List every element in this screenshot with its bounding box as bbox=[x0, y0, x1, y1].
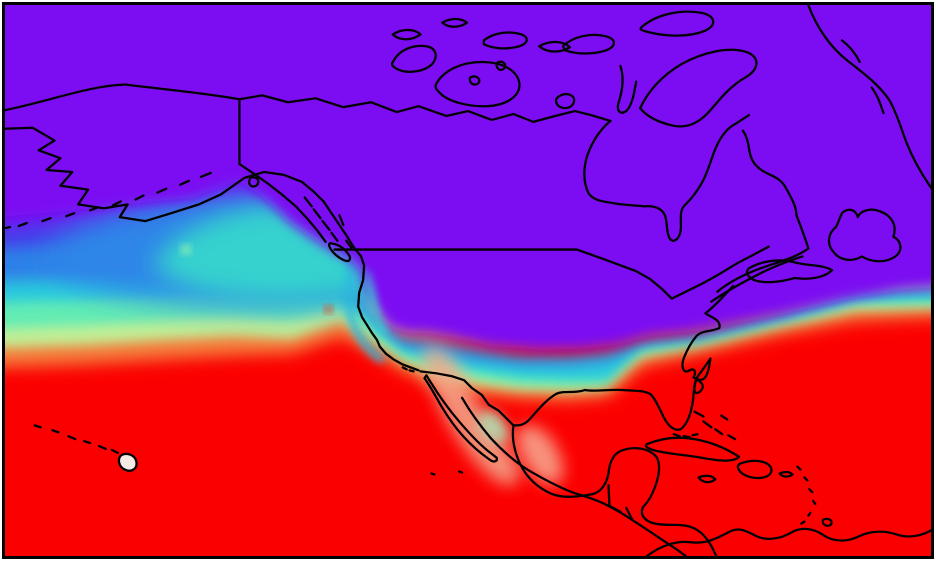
hawaii-chain bbox=[33, 424, 119, 455]
florida-keys bbox=[672, 433, 699, 439]
trinidad bbox=[821, 517, 833, 527]
mexican-highlands-green-core bbox=[477, 410, 510, 444]
greenland bbox=[807, 5, 931, 189]
southampton-island bbox=[554, 93, 576, 110]
east-coast-florida-gulf bbox=[512, 284, 735, 431]
us-canada-border bbox=[333, 245, 770, 300]
bahamas bbox=[693, 410, 737, 441]
puerto-rico bbox=[778, 471, 794, 478]
carolina-capes bbox=[692, 376, 704, 395]
alaska-canada-border bbox=[238, 98, 327, 243]
coastlines bbox=[5, 5, 931, 556]
boothia-peninsula bbox=[616, 64, 638, 114]
us-mexico-border bbox=[419, 370, 515, 427]
hudson-bay bbox=[583, 119, 739, 242]
mexico-west-coast bbox=[460, 396, 687, 556]
north-america-heatmap bbox=[5, 5, 931, 556]
hispaniola bbox=[736, 459, 773, 480]
pacific-warm-speck bbox=[181, 244, 191, 255]
kodiak-island bbox=[248, 176, 260, 188]
greenland-fjords bbox=[840, 39, 885, 115]
parry-islands bbox=[391, 17, 528, 50]
small-arctic-islands bbox=[468, 40, 572, 86]
channel-islands bbox=[401, 366, 415, 373]
baffin-island bbox=[639, 48, 758, 128]
mexican-highlands-salmon bbox=[422, 347, 520, 486]
central-america-borders bbox=[607, 484, 634, 521]
hawaii-big-island bbox=[117, 452, 138, 472]
pacific-coast bbox=[352, 245, 420, 372]
west-coast-cool-strip bbox=[345, 252, 387, 363]
mexico-gulf-yucatan-coast bbox=[511, 424, 718, 556]
newfoundland bbox=[827, 208, 902, 263]
nearshore-warm-speck bbox=[324, 305, 333, 314]
labrador-coast bbox=[716, 113, 810, 293]
banks-island bbox=[390, 44, 437, 73]
lesser-antilles bbox=[796, 465, 817, 525]
aleutian-islands bbox=[5, 171, 212, 230]
alaska-west-south-coast bbox=[5, 126, 355, 248]
victoria-island bbox=[434, 60, 521, 108]
nova-scotia bbox=[745, 259, 834, 284]
revillagigedo-islands bbox=[430, 470, 464, 476]
south-america-coast bbox=[645, 527, 931, 556]
alaska-panhandle-islands bbox=[303, 196, 353, 249]
baja-california bbox=[423, 374, 498, 463]
cuba bbox=[644, 436, 741, 462]
cascade-cool-tongue bbox=[366, 268, 389, 336]
jamaica bbox=[697, 474, 717, 484]
ellesmere-island bbox=[639, 10, 715, 37]
continent-purple-mass bbox=[5, 5, 931, 350]
mexican-highlands-salmon-2 bbox=[516, 425, 564, 485]
devon-island bbox=[561, 33, 616, 55]
arctic-coast bbox=[5, 83, 612, 124]
